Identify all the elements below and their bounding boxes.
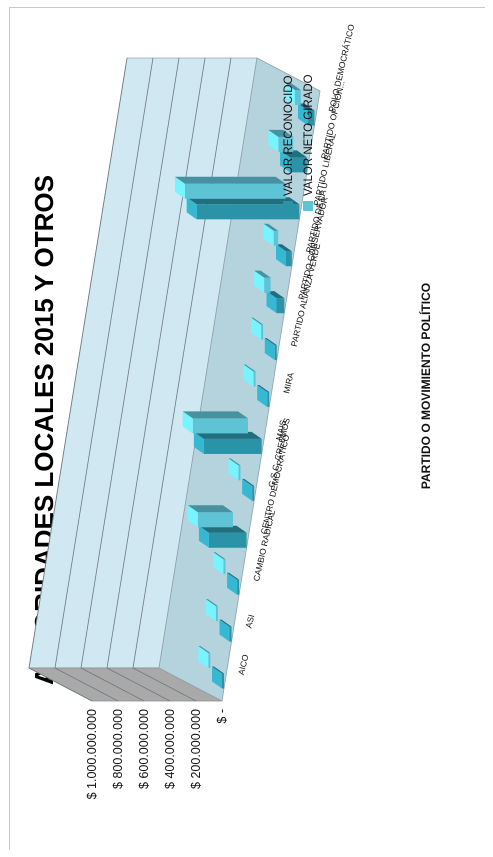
y-tick-label: $ 400.000.000	[163, 709, 177, 789]
y-tick-label: $ 1.000.000.000	[85, 709, 99, 799]
bar-neto-11	[268, 129, 294, 152]
chart-frame: AUTORIDADES LOCALES 2015 Y OTROS $ - $ 20…	[9, 7, 486, 851]
y-tick-label: $ -	[215, 709, 229, 724]
bar-neto-12	[284, 82, 301, 105]
y-tick-label: $ 800.000.000	[111, 709, 125, 789]
bar-reconocido-0	[211, 666, 224, 689]
bar-reconocido-12	[297, 103, 315, 126]
bar-neto-2	[213, 552, 226, 575]
category-label: ASI	[244, 613, 257, 629]
bar-reconocido-11	[280, 150, 307, 173]
gridline	[28, 667, 93, 702]
gridline	[54, 667, 119, 702]
gridline	[106, 57, 206, 669]
bar-reconocido-10	[186, 197, 300, 220]
bar-neto-9	[263, 223, 279, 246]
legend-swatch	[303, 201, 313, 211]
bar-reconocido-8	[266, 291, 285, 314]
gridline	[132, 57, 232, 669]
x-axis-label: PARTIDO O MOVIMIENTO POLÍTICO	[418, 283, 433, 489]
bar-neto-3	[187, 505, 233, 528]
gridline	[54, 57, 154, 669]
bar-neto-4	[228, 458, 241, 481]
bar-neto-8	[254, 270, 271, 293]
gridline	[80, 667, 145, 702]
bar-neto-7	[251, 317, 264, 340]
gridline	[132, 667, 197, 702]
legend-label: VALOR RECONOCIDO	[283, 75, 295, 196]
category-label: MAIS	[274, 419, 288, 442]
bar-neto-5	[182, 411, 249, 434]
bar-neto-10	[174, 176, 286, 199]
bar-reconocido-2	[227, 572, 240, 595]
y-tick-label: $ 600.000.000	[137, 709, 151, 789]
gridline	[106, 667, 171, 702]
bar-reconocido-1	[219, 619, 232, 642]
bar-neto-1	[205, 599, 218, 622]
bar-reconocido-9	[275, 244, 292, 267]
legend-label: VALOR NETO GIRADO	[303, 74, 315, 196]
category-label: MIRA	[281, 371, 296, 394]
bar-reconocido-4	[242, 478, 255, 501]
bar-reconocido-6	[257, 385, 270, 408]
category-label: AICO	[236, 653, 251, 676]
bar-neto-6	[243, 364, 256, 387]
bar-reconocido-5	[193, 431, 262, 454]
bar-reconocido-3	[198, 525, 247, 548]
y-tick-label: $ 200.000.000	[189, 709, 203, 789]
gridline	[28, 57, 128, 669]
bar-reconocido-7	[264, 338, 277, 361]
legend-swatch	[283, 201, 293, 211]
bar-neto-0	[198, 646, 211, 669]
gridline	[80, 57, 180, 669]
chart-canvas: AUTORIDADES LOCALES 2015 Y OTROS $ -$ 20…	[10, 8, 486, 851]
